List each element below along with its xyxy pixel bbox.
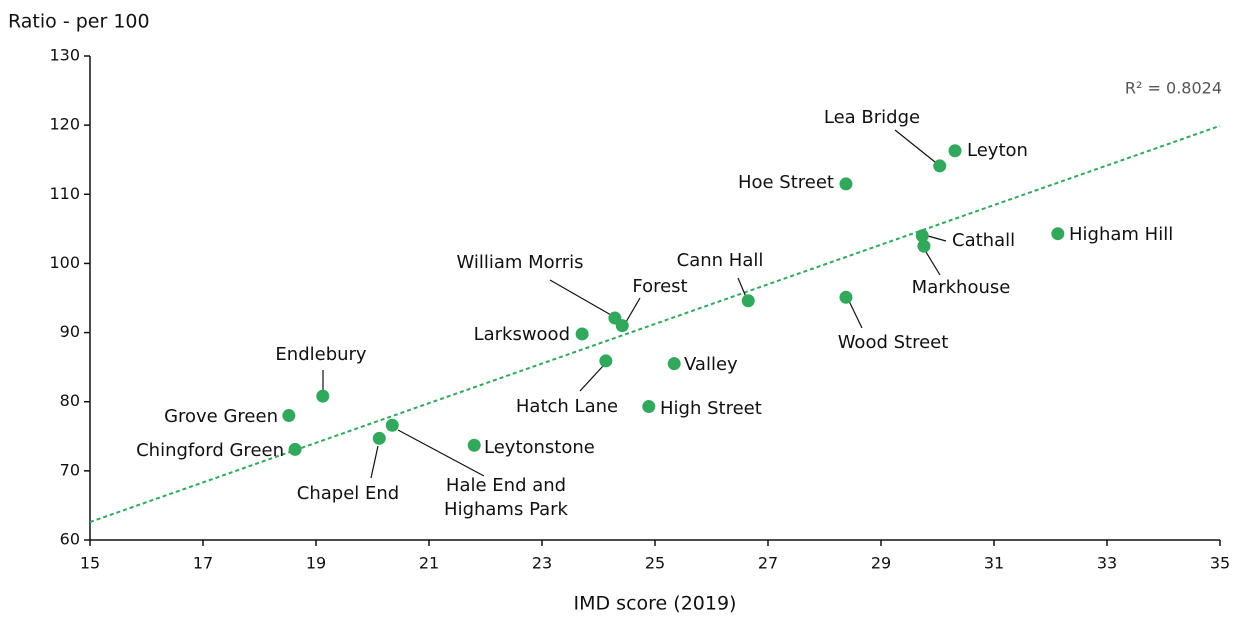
y-tick-label: 90 [60, 322, 80, 341]
x-tick-label: 31 [984, 554, 1004, 573]
point [372, 431, 386, 445]
point [575, 327, 589, 341]
point-label: Markhouse [911, 277, 1011, 298]
leader-line [370, 445, 379, 479]
y-tick-label: 110 [49, 184, 80, 203]
point [741, 294, 755, 308]
x-tick-label: 21 [419, 554, 439, 573]
point [288, 442, 302, 456]
y-axis-title: Ratio - per 100 [8, 11, 150, 33]
point [933, 159, 947, 173]
point-label: Hatch Lane [515, 396, 619, 417]
point-label: Chingford Green [136, 440, 284, 461]
y-tick-label: 130 [49, 46, 80, 65]
y-tick-label: 80 [60, 391, 80, 410]
point-label: Cathall [952, 230, 1016, 251]
point-label: Lea Bridge [823, 107, 921, 128]
r-squared: R² = 0.8024 [1125, 79, 1222, 98]
point [1051, 227, 1065, 241]
x-tick-label: 35 [1210, 554, 1230, 573]
x-tick-label: 15 [80, 554, 100, 573]
point [915, 229, 929, 243]
leader-line [925, 251, 941, 276]
x-tick-label: 23 [532, 554, 552, 573]
point-label: Hoe Street [737, 172, 834, 193]
y-tick-label: 60 [60, 530, 80, 549]
point-label: Leyton [967, 140, 1028, 161]
leader-line [848, 300, 863, 329]
point [839, 177, 853, 191]
point-label: Higham Hill [1069, 224, 1174, 245]
y-tick-label: 120 [49, 115, 80, 134]
leader-line [927, 235, 947, 242]
point [282, 409, 296, 423]
point [467, 438, 481, 452]
y-tick-label: 70 [60, 460, 80, 479]
x-axis-title: IMD score (2019) [574, 593, 737, 615]
leader-line [625, 297, 641, 323]
point-label: Leytonstone [484, 437, 595, 458]
point [385, 418, 399, 432]
x-tick-label: 17 [193, 554, 213, 573]
leader-line [579, 365, 604, 392]
point [642, 400, 656, 414]
point [599, 354, 613, 368]
point [839, 290, 853, 304]
point-label: Valley [684, 354, 738, 375]
point [316, 389, 330, 403]
point-label: Larkswood [473, 324, 570, 345]
leader-line [549, 279, 612, 316]
point-label: Grove Green [164, 406, 278, 427]
point [948, 144, 962, 158]
leader-line [737, 277, 747, 298]
x-tick-label: 33 [1097, 554, 1117, 573]
point [615, 319, 629, 333]
point-label: Forest [632, 276, 688, 297]
point-label: Chapel End [296, 483, 400, 504]
y-tick-label: 100 [49, 253, 80, 272]
x-tick-label: 25 [645, 554, 665, 573]
point-label: Cann Hall [676, 250, 764, 271]
point-label: Wood Street [837, 332, 949, 353]
point-label: Endlebury [275, 344, 367, 365]
x-tick-label: 29 [871, 554, 891, 573]
point [667, 357, 681, 371]
x-tick-label: 27 [758, 554, 778, 573]
leader-line [397, 429, 485, 477]
point-label: High Street [660, 398, 762, 419]
point-label: Hale End and Highams Park [444, 475, 568, 520]
point-label: William Morris [456, 252, 584, 273]
trendline [89, 124, 1221, 523]
point [917, 239, 931, 253]
x-tick-label: 19 [306, 554, 326, 573]
leader-line [894, 129, 936, 163]
